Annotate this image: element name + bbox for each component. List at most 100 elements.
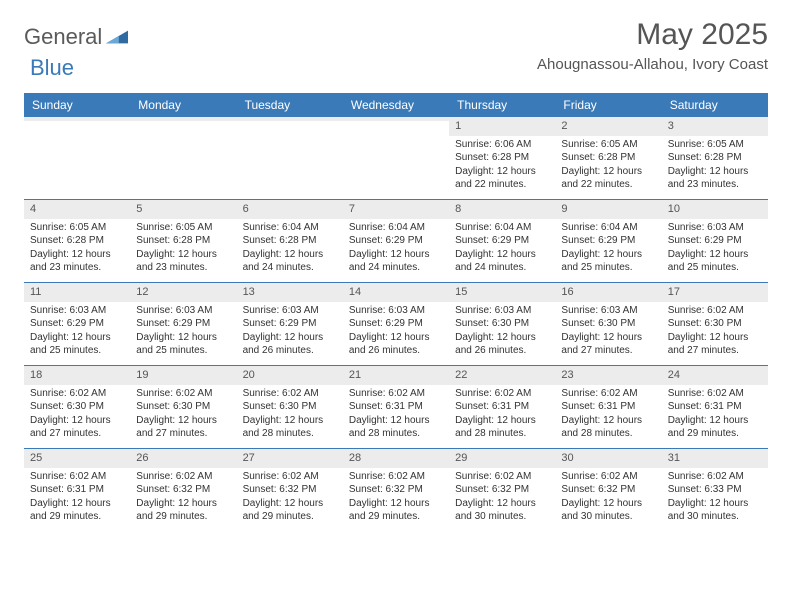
day-detail-line: Sunrise: 6:03 AM — [30, 304, 124, 318]
day-detail-line: Sunset: 6:30 PM — [561, 317, 655, 331]
day-detail-line: Daylight: 12 hours — [455, 165, 549, 179]
day-details: Sunrise: 6:03 AMSunset: 6:30 PMDaylight:… — [555, 302, 661, 362]
day-details: Sunrise: 6:02 AMSunset: 6:30 PMDaylight:… — [237, 385, 343, 445]
day-cell: 25Sunrise: 6:02 AMSunset: 6:31 PMDayligh… — [24, 449, 130, 531]
day-number: 20 — [237, 366, 343, 385]
day-detail-line: Sunrise: 6:02 AM — [136, 470, 230, 484]
day-number: 6 — [237, 200, 343, 219]
week-row: 18Sunrise: 6:02 AMSunset: 6:30 PMDayligh… — [24, 365, 768, 448]
day-details: Sunrise: 6:03 AMSunset: 6:29 PMDaylight:… — [24, 302, 130, 362]
day-detail-line: Daylight: 12 hours — [136, 414, 230, 428]
day-number: 16 — [555, 283, 661, 302]
day-number: 13 — [237, 283, 343, 302]
day-number: 30 — [555, 449, 661, 468]
day-cell — [130, 117, 236, 199]
day-number: 26 — [130, 449, 236, 468]
day-detail-line: Sunset: 6:32 PM — [243, 483, 337, 497]
day-details: Sunrise: 6:02 AMSunset: 6:31 PMDaylight:… — [555, 385, 661, 445]
day-detail-line: Daylight: 12 hours — [561, 165, 655, 179]
day-details: Sunrise: 6:02 AMSunset: 6:32 PMDaylight:… — [343, 468, 449, 528]
weekday-sun: Sunday — [24, 93, 130, 117]
day-detail-line: Sunrise: 6:02 AM — [455, 387, 549, 401]
day-detail-line: and 28 minutes. — [349, 427, 443, 441]
day-detail-line: and 29 minutes. — [136, 510, 230, 524]
day-detail-line: Sunset: 6:30 PM — [136, 400, 230, 414]
day-detail-line: Sunrise: 6:02 AM — [349, 387, 443, 401]
day-cell: 31Sunrise: 6:02 AMSunset: 6:33 PMDayligh… — [662, 449, 768, 531]
day-detail-line: and 26 minutes. — [349, 344, 443, 358]
day-detail-line: Sunrise: 6:05 AM — [30, 221, 124, 235]
day-details: Sunrise: 6:02 AMSunset: 6:31 PMDaylight:… — [449, 385, 555, 445]
day-number: 11 — [24, 283, 130, 302]
week-row: 4Sunrise: 6:05 AMSunset: 6:28 PMDaylight… — [24, 199, 768, 282]
day-detail-line: Sunset: 6:32 PM — [455, 483, 549, 497]
day-number: 24 — [662, 366, 768, 385]
day-detail-line: Daylight: 12 hours — [349, 331, 443, 345]
day-number: 28 — [343, 449, 449, 468]
day-detail-line: Sunset: 6:30 PM — [668, 317, 762, 331]
day-detail-line: Sunset: 6:28 PM — [136, 234, 230, 248]
day-number: 2 — [555, 117, 661, 136]
location: Ahougnassou-Allahou, Ivory Coast — [537, 56, 768, 73]
day-detail-line: Sunset: 6:29 PM — [349, 234, 443, 248]
day-detail-line: Sunrise: 6:04 AM — [561, 221, 655, 235]
day-detail-line: Sunrise: 6:05 AM — [668, 138, 762, 152]
day-detail-line: Daylight: 12 hours — [561, 497, 655, 511]
day-detail-line: Daylight: 12 hours — [136, 331, 230, 345]
day-detail-line: Sunset: 6:31 PM — [455, 400, 549, 414]
day-cell: 29Sunrise: 6:02 AMSunset: 6:32 PMDayligh… — [449, 449, 555, 531]
day-detail-line: Daylight: 12 hours — [30, 248, 124, 262]
day-cell: 13Sunrise: 6:03 AMSunset: 6:29 PMDayligh… — [237, 283, 343, 365]
day-cell: 28Sunrise: 6:02 AMSunset: 6:32 PMDayligh… — [343, 449, 449, 531]
day-cell: 5Sunrise: 6:05 AMSunset: 6:28 PMDaylight… — [130, 200, 236, 282]
day-detail-line: and 25 minutes. — [668, 261, 762, 275]
weekday-wed: Wednesday — [343, 93, 449, 117]
day-detail-line: Sunset: 6:31 PM — [561, 400, 655, 414]
day-cell: 12Sunrise: 6:03 AMSunset: 6:29 PMDayligh… — [130, 283, 236, 365]
day-number: 31 — [662, 449, 768, 468]
day-detail-line: Daylight: 12 hours — [668, 248, 762, 262]
day-detail-line: Sunset: 6:31 PM — [349, 400, 443, 414]
day-detail-line: Sunset: 6:29 PM — [30, 317, 124, 331]
day-detail-line: Daylight: 12 hours — [349, 414, 443, 428]
day-cell: 6Sunrise: 6:04 AMSunset: 6:28 PMDaylight… — [237, 200, 343, 282]
day-cell: 15Sunrise: 6:03 AMSunset: 6:30 PMDayligh… — [449, 283, 555, 365]
day-cell: 19Sunrise: 6:02 AMSunset: 6:30 PMDayligh… — [130, 366, 236, 448]
calendar: Sunday Monday Tuesday Wednesday Thursday… — [24, 93, 768, 531]
day-number: 17 — [662, 283, 768, 302]
day-detail-line: Sunset: 6:30 PM — [243, 400, 337, 414]
day-detail-line: and 25 minutes. — [136, 344, 230, 358]
day-detail-line: Sunrise: 6:03 AM — [136, 304, 230, 318]
day-detail-line: Sunset: 6:32 PM — [136, 483, 230, 497]
day-detail-line: and 29 minutes. — [30, 510, 124, 524]
day-detail-line: Sunrise: 6:02 AM — [455, 470, 549, 484]
day-detail-line: Daylight: 12 hours — [136, 497, 230, 511]
day-detail-line: Daylight: 12 hours — [561, 331, 655, 345]
day-detail-line: Sunset: 6:28 PM — [243, 234, 337, 248]
day-detail-line: Daylight: 12 hours — [30, 414, 124, 428]
day-detail-line: Sunrise: 6:03 AM — [243, 304, 337, 318]
day-detail-line: Sunrise: 6:03 AM — [349, 304, 443, 318]
day-detail-line: Sunrise: 6:02 AM — [30, 387, 124, 401]
day-number: 22 — [449, 366, 555, 385]
day-cell: 10Sunrise: 6:03 AMSunset: 6:29 PMDayligh… — [662, 200, 768, 282]
day-detail-line: and 29 minutes. — [349, 510, 443, 524]
weekday-thu: Thursday — [449, 93, 555, 117]
day-detail-line: Sunset: 6:29 PM — [561, 234, 655, 248]
day-detail-line: Sunrise: 6:06 AM — [455, 138, 549, 152]
day-detail-line: and 28 minutes. — [455, 427, 549, 441]
day-detail-line: Daylight: 12 hours — [243, 248, 337, 262]
day-detail-line: and 24 minutes. — [243, 261, 337, 275]
day-detail-line: Sunset: 6:29 PM — [349, 317, 443, 331]
day-detail-line: and 25 minutes. — [561, 261, 655, 275]
day-number: 19 — [130, 366, 236, 385]
day-detail-line: and 30 minutes. — [668, 510, 762, 524]
day-detail-line: and 30 minutes. — [455, 510, 549, 524]
day-detail-line: and 22 minutes. — [561, 178, 655, 192]
day-number — [130, 117, 236, 121]
day-detail-line: Sunrise: 6:02 AM — [349, 470, 443, 484]
title-block: May 2025 Ahougnassou-Allahou, Ivory Coas… — [537, 18, 768, 73]
day-details: Sunrise: 6:02 AMSunset: 6:30 PMDaylight:… — [24, 385, 130, 445]
day-detail-line: Sunset: 6:30 PM — [30, 400, 124, 414]
day-number: 4 — [24, 200, 130, 219]
